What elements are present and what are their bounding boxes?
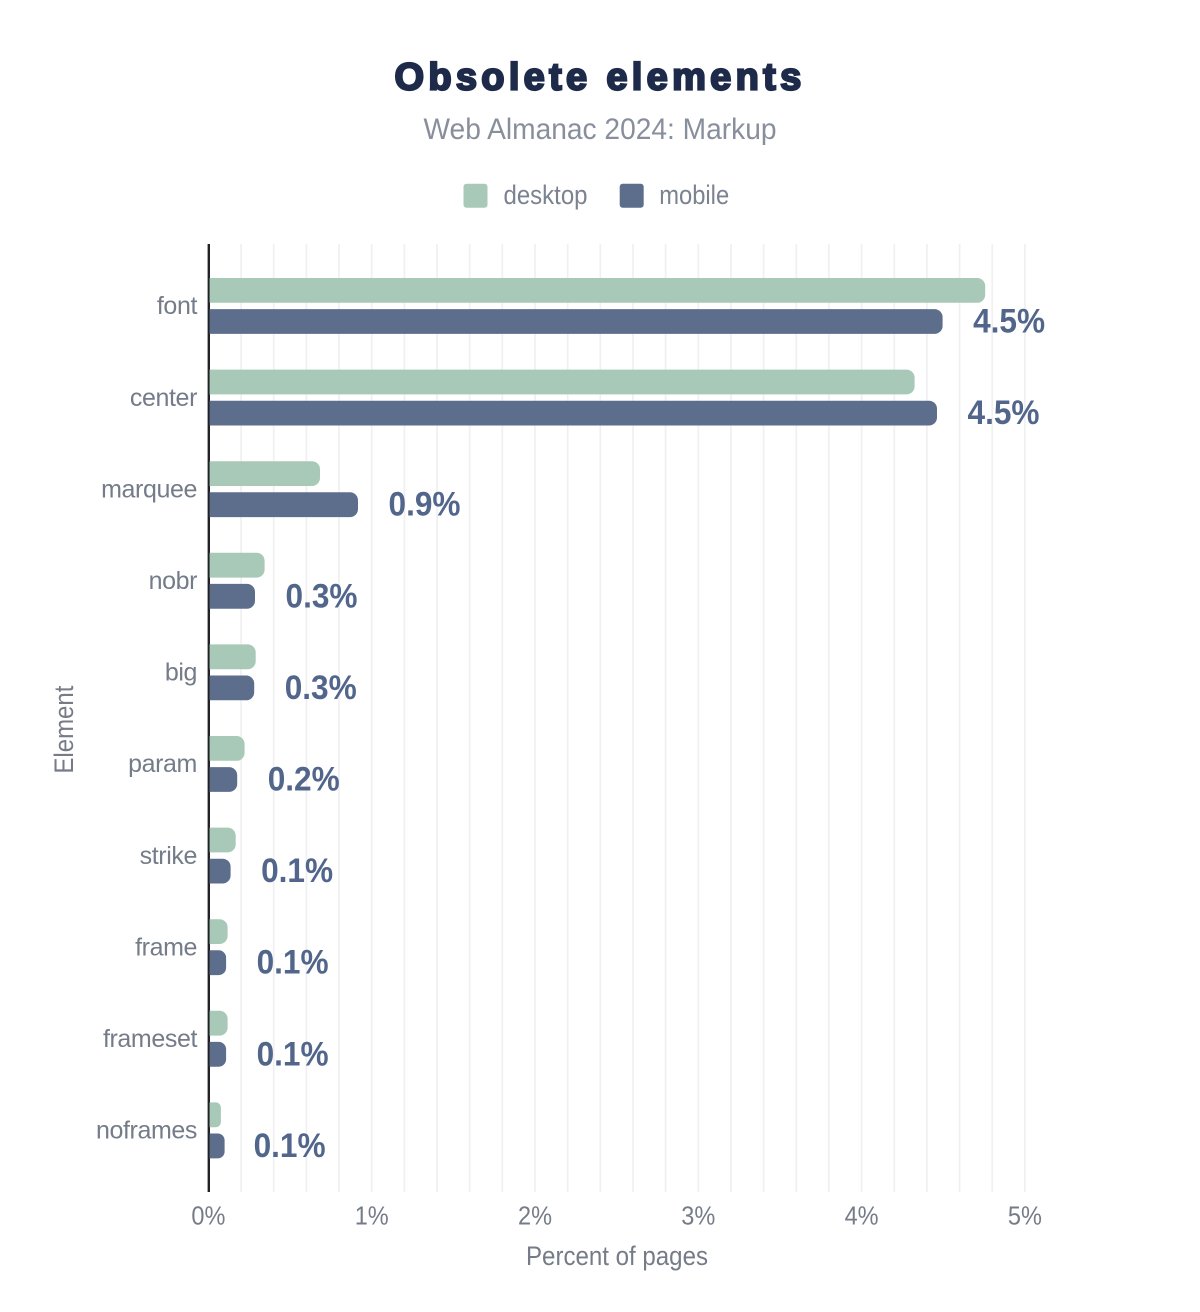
svg-text:1%: 1% (355, 1201, 389, 1231)
svg-text:mobile: mobile (659, 180, 729, 210)
svg-text:0%: 0% (191, 1201, 225, 1231)
svg-text:0.9%: 0.9% (389, 486, 461, 524)
svg-text:frameset: frameset (103, 1025, 198, 1053)
svg-text:Obsolete elements: Obsolete elements (395, 57, 806, 99)
svg-text:0.1%: 0.1% (261, 852, 333, 890)
svg-text:noframes: noframes (96, 1117, 197, 1145)
svg-text:4%: 4% (845, 1201, 879, 1231)
svg-text:nobr: nobr (149, 567, 198, 595)
svg-text:0.2%: 0.2% (268, 761, 340, 799)
svg-text:big: big (165, 659, 197, 687)
svg-text:0.1%: 0.1% (257, 1035, 329, 1073)
svg-text:Element: Element (49, 685, 79, 773)
svg-text:font: font (157, 292, 198, 320)
svg-text:3%: 3% (681, 1201, 715, 1231)
svg-text:0.3%: 0.3% (286, 577, 358, 615)
svg-text:5%: 5% (1008, 1201, 1042, 1231)
svg-text:frame: frame (135, 933, 197, 961)
svg-text:desktop: desktop (504, 180, 588, 210)
svg-text:marquee: marquee (101, 475, 197, 503)
svg-text:4.5%: 4.5% (968, 394, 1040, 432)
svg-text:0.3%: 0.3% (285, 669, 357, 707)
svg-text:0.1%: 0.1% (254, 1127, 326, 1165)
svg-text:param: param (128, 750, 197, 778)
svg-text:strike: strike (140, 842, 197, 870)
svg-text:2%: 2% (518, 1201, 552, 1231)
svg-text:4.5%: 4.5% (973, 303, 1045, 341)
svg-text:Percent of pages: Percent of pages (526, 1241, 708, 1271)
svg-text:center: center (130, 384, 197, 412)
svg-text:Web Almanac 2024: Markup: Web Almanac 2024: Markup (424, 113, 777, 146)
svg-text:0.1%: 0.1% (257, 944, 329, 982)
